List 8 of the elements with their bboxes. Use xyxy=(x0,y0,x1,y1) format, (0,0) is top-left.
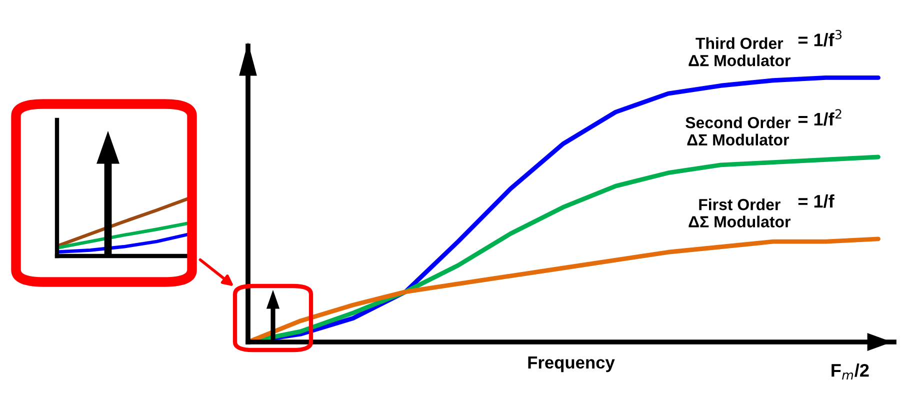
text: F$_{m}$/2 xyxy=(832,363,869,380)
text: = 1/f$^{3}$ xyxy=(798,30,842,46)
series-label: First Order ΔΣ Modulator xyxy=(688,198,791,228)
x-axis-title: Frequency xyxy=(528,356,615,372)
series-label: Second Order ΔΣ Modulator xyxy=(686,116,791,146)
annotation: = 1/f$^{2}$ xyxy=(798,109,842,126)
annotation: = 1/f xyxy=(798,194,834,208)
series-label: Third Order ΔΣ Modulator xyxy=(688,37,791,66)
